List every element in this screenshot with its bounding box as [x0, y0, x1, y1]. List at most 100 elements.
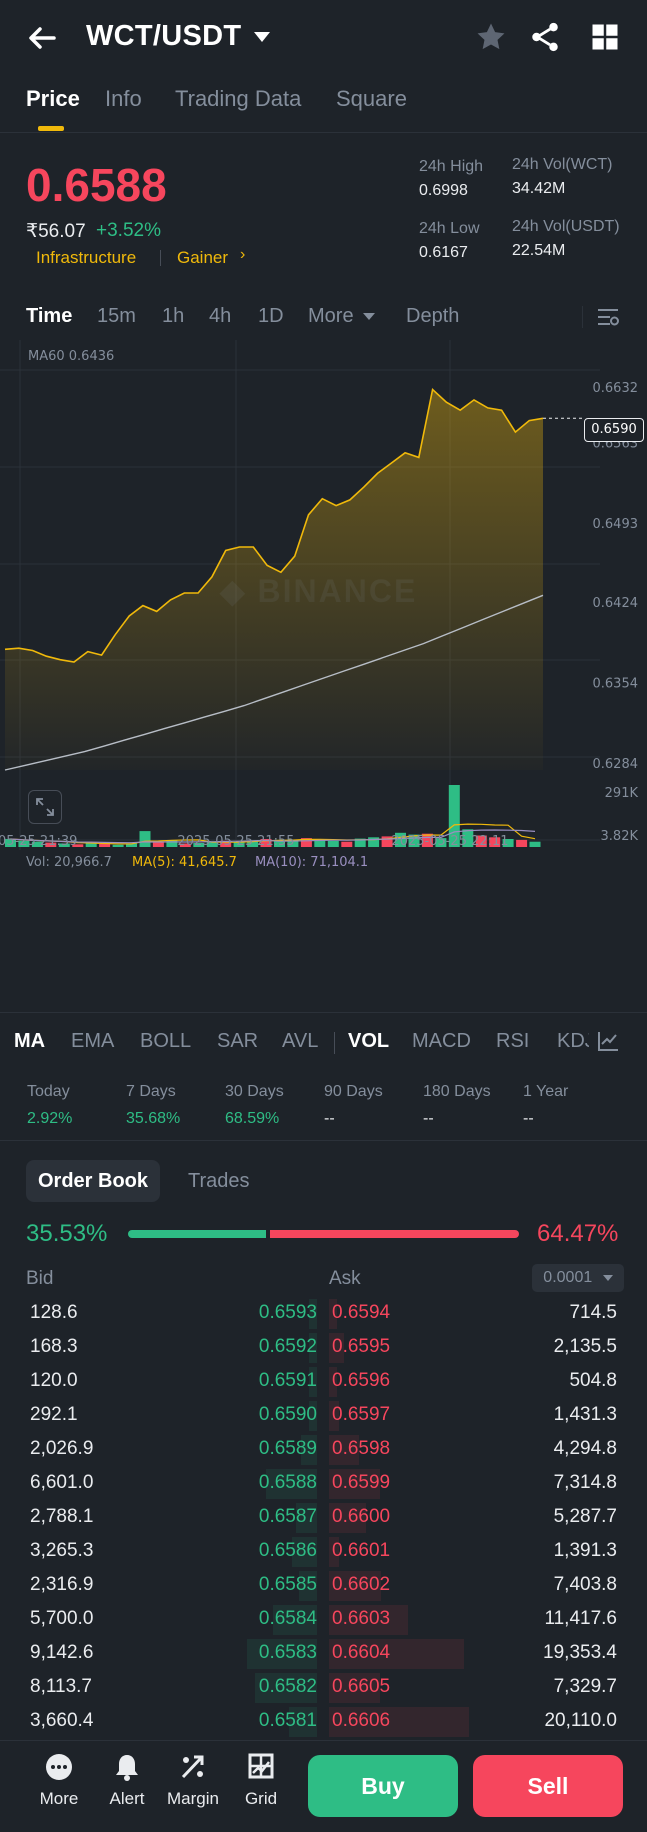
bid-depth-bar — [309, 1401, 317, 1431]
bid-price[interactable]: 0.6588 — [258, 1472, 317, 1493]
ma60-line — [4, 594, 544, 771]
tf-more[interactable]: More — [308, 305, 354, 327]
bid-price[interactable]: 0.6593 — [258, 1302, 317, 1323]
bid-quantity: 2,788.1 — [30, 1506, 94, 1527]
bid-quantity: 2,316.9 — [30, 1574, 94, 1595]
bottom-action-bar: More Alert Margin Grid Buy Sell — [0, 1740, 647, 1832]
ind-ma[interactable]: MA — [14, 1030, 46, 1052]
ask-price[interactable]: 0.6603 — [332, 1608, 391, 1629]
precision-select[interactable]: 0.0001 — [532, 1264, 624, 1292]
order-book-row[interactable]: 2,026.9 0.6589 0.6598 4,294.8 — [0, 1433, 647, 1467]
order-book-row[interactable]: 2,316.9 0.6585 0.6602 7,403.8 — [0, 1569, 647, 1603]
tab-order-book[interactable]: Order Book — [26, 1160, 160, 1202]
more-button[interactable]: More — [29, 1741, 89, 1821]
ind-boll[interactable]: BOLL — [140, 1030, 192, 1052]
order-book-row[interactable]: 3,660.4 0.6581 0.6606 20,110.0 — [0, 1705, 647, 1739]
order-book-row[interactable]: 168.3 0.6592 0.6595 2,135.5 — [0, 1331, 647, 1365]
tab-price[interactable]: Price — [26, 86, 80, 111]
buy-button[interactable]: Buy — [308, 1755, 458, 1817]
tf-1h[interactable]: 1h — [162, 305, 185, 327]
tag-gainer[interactable]: Gainer — [177, 248, 229, 267]
share-icon[interactable] — [528, 20, 562, 54]
alert-button[interactable]: Alert — [97, 1741, 157, 1821]
order-book-row[interactable]: 120.0 0.6591 0.6596 504.8 — [0, 1365, 647, 1399]
chevron-right-icon[interactable]: › — [240, 246, 246, 263]
ask-depth-bar — [329, 1639, 464, 1669]
ask-percentage: 64.47% — [537, 1220, 619, 1247]
pair-dropdown-icon[interactable] — [254, 32, 270, 42]
tag-infrastructure[interactable]: Infrastructure — [36, 248, 137, 267]
bid-price[interactable]: 0.6589 — [258, 1438, 317, 1459]
ask-price[interactable]: 0.6601 — [332, 1540, 391, 1561]
order-book-row[interactable]: 3,265.3 0.6586 0.6601 1,391.3 — [0, 1535, 647, 1569]
ask-quantity: 1,431.3 — [553, 1404, 617, 1425]
tf-15m[interactable]: 15m — [97, 305, 136, 327]
ask-price[interactable]: 0.6600 — [332, 1506, 391, 1527]
expand-chart-button[interactable] — [28, 790, 62, 824]
grid-menu-icon[interactable] — [590, 22, 620, 52]
order-book-row[interactable]: 6,601.0 0.6588 0.6599 7,314.8 — [0, 1467, 647, 1501]
bid-price[interactable]: 0.6586 — [258, 1540, 317, 1561]
tab-square[interactable]: Square — [336, 86, 407, 111]
tf-time[interactable]: Time — [26, 305, 73, 327]
vol-wct-value: 34.42M — [512, 180, 566, 197]
indicator-settings-icon[interactable] — [596, 1030, 620, 1052]
ind-rsi[interactable]: RSI — [496, 1030, 530, 1052]
low-value: 0.6167 — [419, 244, 468, 261]
ask-price[interactable]: 0.6606 — [332, 1710, 391, 1731]
bid-price[interactable]: 0.6590 — [258, 1404, 317, 1425]
chart-settings-icon[interactable] — [596, 306, 620, 328]
ind-vol[interactable]: VOL — [348, 1030, 390, 1052]
back-arrow-icon[interactable] — [22, 18, 62, 58]
ind-macd[interactable]: MACD — [412, 1030, 471, 1052]
ask-price[interactable]: 0.6599 — [332, 1472, 391, 1493]
tab-info[interactable]: Info — [105, 86, 142, 111]
tf-1d[interactable]: 1D — [258, 305, 284, 327]
x-axis-tick-label: 2025-05-25 22:11 — [391, 834, 508, 849]
ask-quantity: 7,314.8 — [553, 1472, 617, 1493]
ask-price[interactable]: 0.6598 — [332, 1438, 391, 1459]
bid-price[interactable]: 0.6582 — [258, 1676, 317, 1697]
ind-sar[interactable]: SAR — [217, 1030, 259, 1052]
ask-price[interactable]: 0.6595 — [332, 1336, 391, 1357]
ask-price[interactable]: 0.6602 — [332, 1574, 391, 1595]
precision-caret-icon — [602, 1274, 613, 1281]
order-book-row[interactable]: 5,700.0 0.6584 0.6603 11,417.6 — [0, 1603, 647, 1637]
grid-bot-icon — [248, 1753, 274, 1779]
price-chart[interactable]: 0.66320.65630.64930.64240.63540.6284291K… — [0, 340, 647, 850]
grid-button[interactable]: Grid — [231, 1741, 291, 1821]
order-book-row[interactable]: 9,142.6 0.6583 0.6604 19,353.4 — [0, 1637, 647, 1671]
tab-trades[interactable]: Trades — [188, 1170, 250, 1192]
more-caret-icon[interactable] — [363, 313, 375, 320]
tf-4h[interactable]: 4h — [209, 305, 232, 327]
ask-price[interactable]: 0.6597 — [332, 1404, 391, 1425]
margin-button[interactable]: Margin — [163, 1741, 223, 1821]
ind-avl[interactable]: AVL — [282, 1030, 319, 1052]
bid-price[interactable]: 0.6587 — [258, 1506, 317, 1527]
volume-bar — [193, 843, 205, 847]
bid-price[interactable]: 0.6584 — [258, 1608, 317, 1629]
bid-price[interactable]: 0.6583 — [258, 1642, 317, 1663]
bid-price[interactable]: 0.6591 — [258, 1370, 317, 1391]
bid-price[interactable]: 0.6581 — [258, 1710, 317, 1731]
sell-button[interactable]: Sell — [473, 1755, 623, 1817]
ask-price[interactable]: 0.6604 — [332, 1642, 391, 1663]
bid-depth-bar — [292, 1537, 317, 1567]
ask-quantity: 1,391.3 — [553, 1540, 617, 1561]
order-book-row[interactable]: 2,788.1 0.6587 0.6600 5,287.7 — [0, 1501, 647, 1535]
tab-trading-data[interactable]: Trading Data — [175, 86, 302, 111]
pair-title[interactable]: WCT/USDT — [86, 20, 242, 52]
ind-ema[interactable]: EMA — [71, 1030, 115, 1052]
ask-depth-bar — [329, 1299, 337, 1329]
order-book-row[interactable]: 128.6 0.6593 0.6594 714.5 — [0, 1297, 647, 1331]
ask-price[interactable]: 0.6605 — [332, 1676, 391, 1697]
tf-depth[interactable]: Depth — [406, 305, 460, 327]
order-book-row[interactable]: 292.1 0.6590 0.6597 1,431.3 — [0, 1399, 647, 1433]
bid-price[interactable]: 0.6592 — [258, 1336, 317, 1357]
order-book-row[interactable]: 8,113.7 0.6582 0.6605 7,329.7 — [0, 1671, 647, 1705]
ask-price[interactable]: 0.6594 — [332, 1302, 391, 1323]
favorite-star-icon[interactable] — [474, 20, 508, 54]
ind-kdj[interactable]: KDJ — [557, 1030, 589, 1052]
bid-price[interactable]: 0.6585 — [258, 1574, 317, 1595]
ask-price[interactable]: 0.6596 — [332, 1370, 391, 1391]
